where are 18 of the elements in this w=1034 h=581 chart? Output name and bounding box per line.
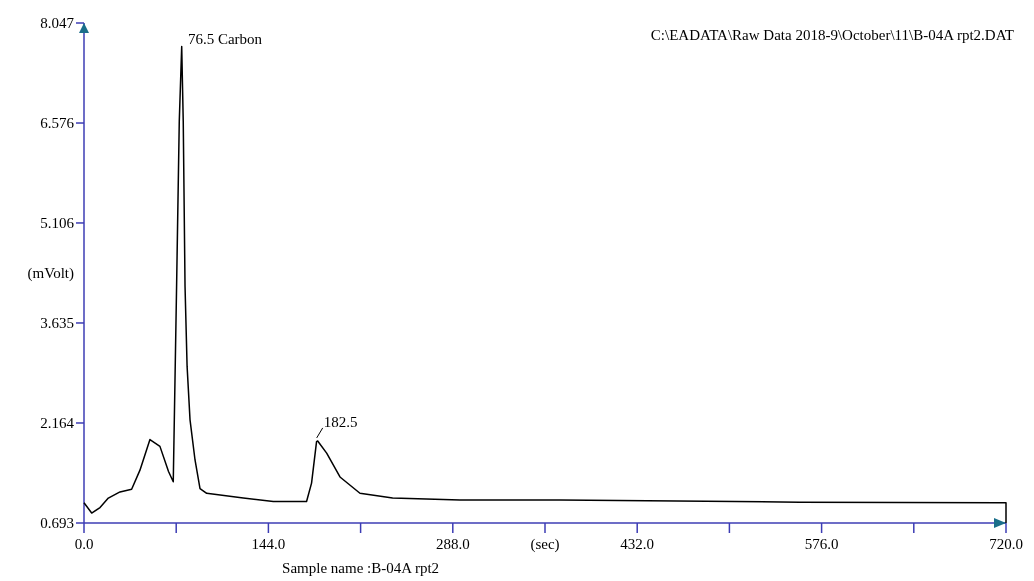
x-tick-label: 144.0 [251, 536, 286, 552]
x-tick-label: 576.0 [804, 536, 839, 552]
x-tick-label: 0.0 [74, 536, 94, 552]
x-tick-label: 432.0 [620, 536, 655, 552]
text: Sample name :B-04A rpt2 [282, 560, 440, 576]
y-tick-label: 3.635 [40, 314, 74, 331]
x-tick-label: 720.0 [989, 536, 1023, 552]
y-tick-label: 6.576 [40, 115, 75, 132]
y-tick-label: 5.106 [40, 214, 75, 231]
y-tick-label: 8.047 [40, 15, 75, 31]
annotation: 76.5 Carbon [187, 30, 263, 47]
y-tick-label: 2.164 [40, 414, 75, 431]
y-axis-title: (mVolt) [27, 264, 74, 282]
y-tick-label: 0.693 [40, 515, 74, 531]
annotation: 182.5 [323, 413, 358, 430]
x-axis-title: (sec) [530, 536, 560, 553]
x-tick-label: 288.0 [435, 536, 470, 552]
annotation: C:\EADATA\Raw Data 2018-9\October\11\B-04A rpt2.DAT [650, 27, 1014, 43]
